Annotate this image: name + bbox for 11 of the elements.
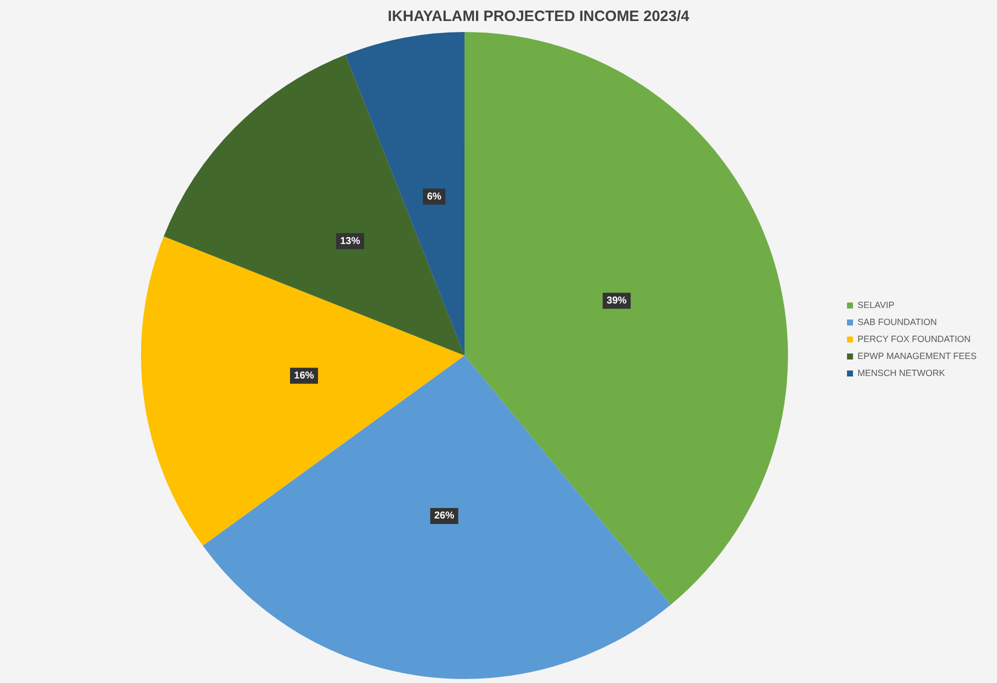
legend-label: SAB FOUNDATION: [857, 316, 937, 327]
data-label: 39%: [606, 295, 627, 306]
data-label: 16%: [294, 370, 314, 382]
data-label: 26%: [434, 510, 454, 522]
legend-label: MENSCH NETWORK: [857, 368, 945, 378]
legend-label: SELAVIP: [857, 300, 894, 310]
data-label: 6%: [426, 191, 442, 202]
legend-label: EPWP MANAGEMENT FEES: [857, 350, 977, 361]
legend-label: PERCY FOX FOUNDATION: [857, 334, 971, 344]
chart-title: IKHAYALAMI PROJECTED INCOME 2023/4: [388, 8, 690, 26]
data-label: 13%: [340, 236, 360, 247]
